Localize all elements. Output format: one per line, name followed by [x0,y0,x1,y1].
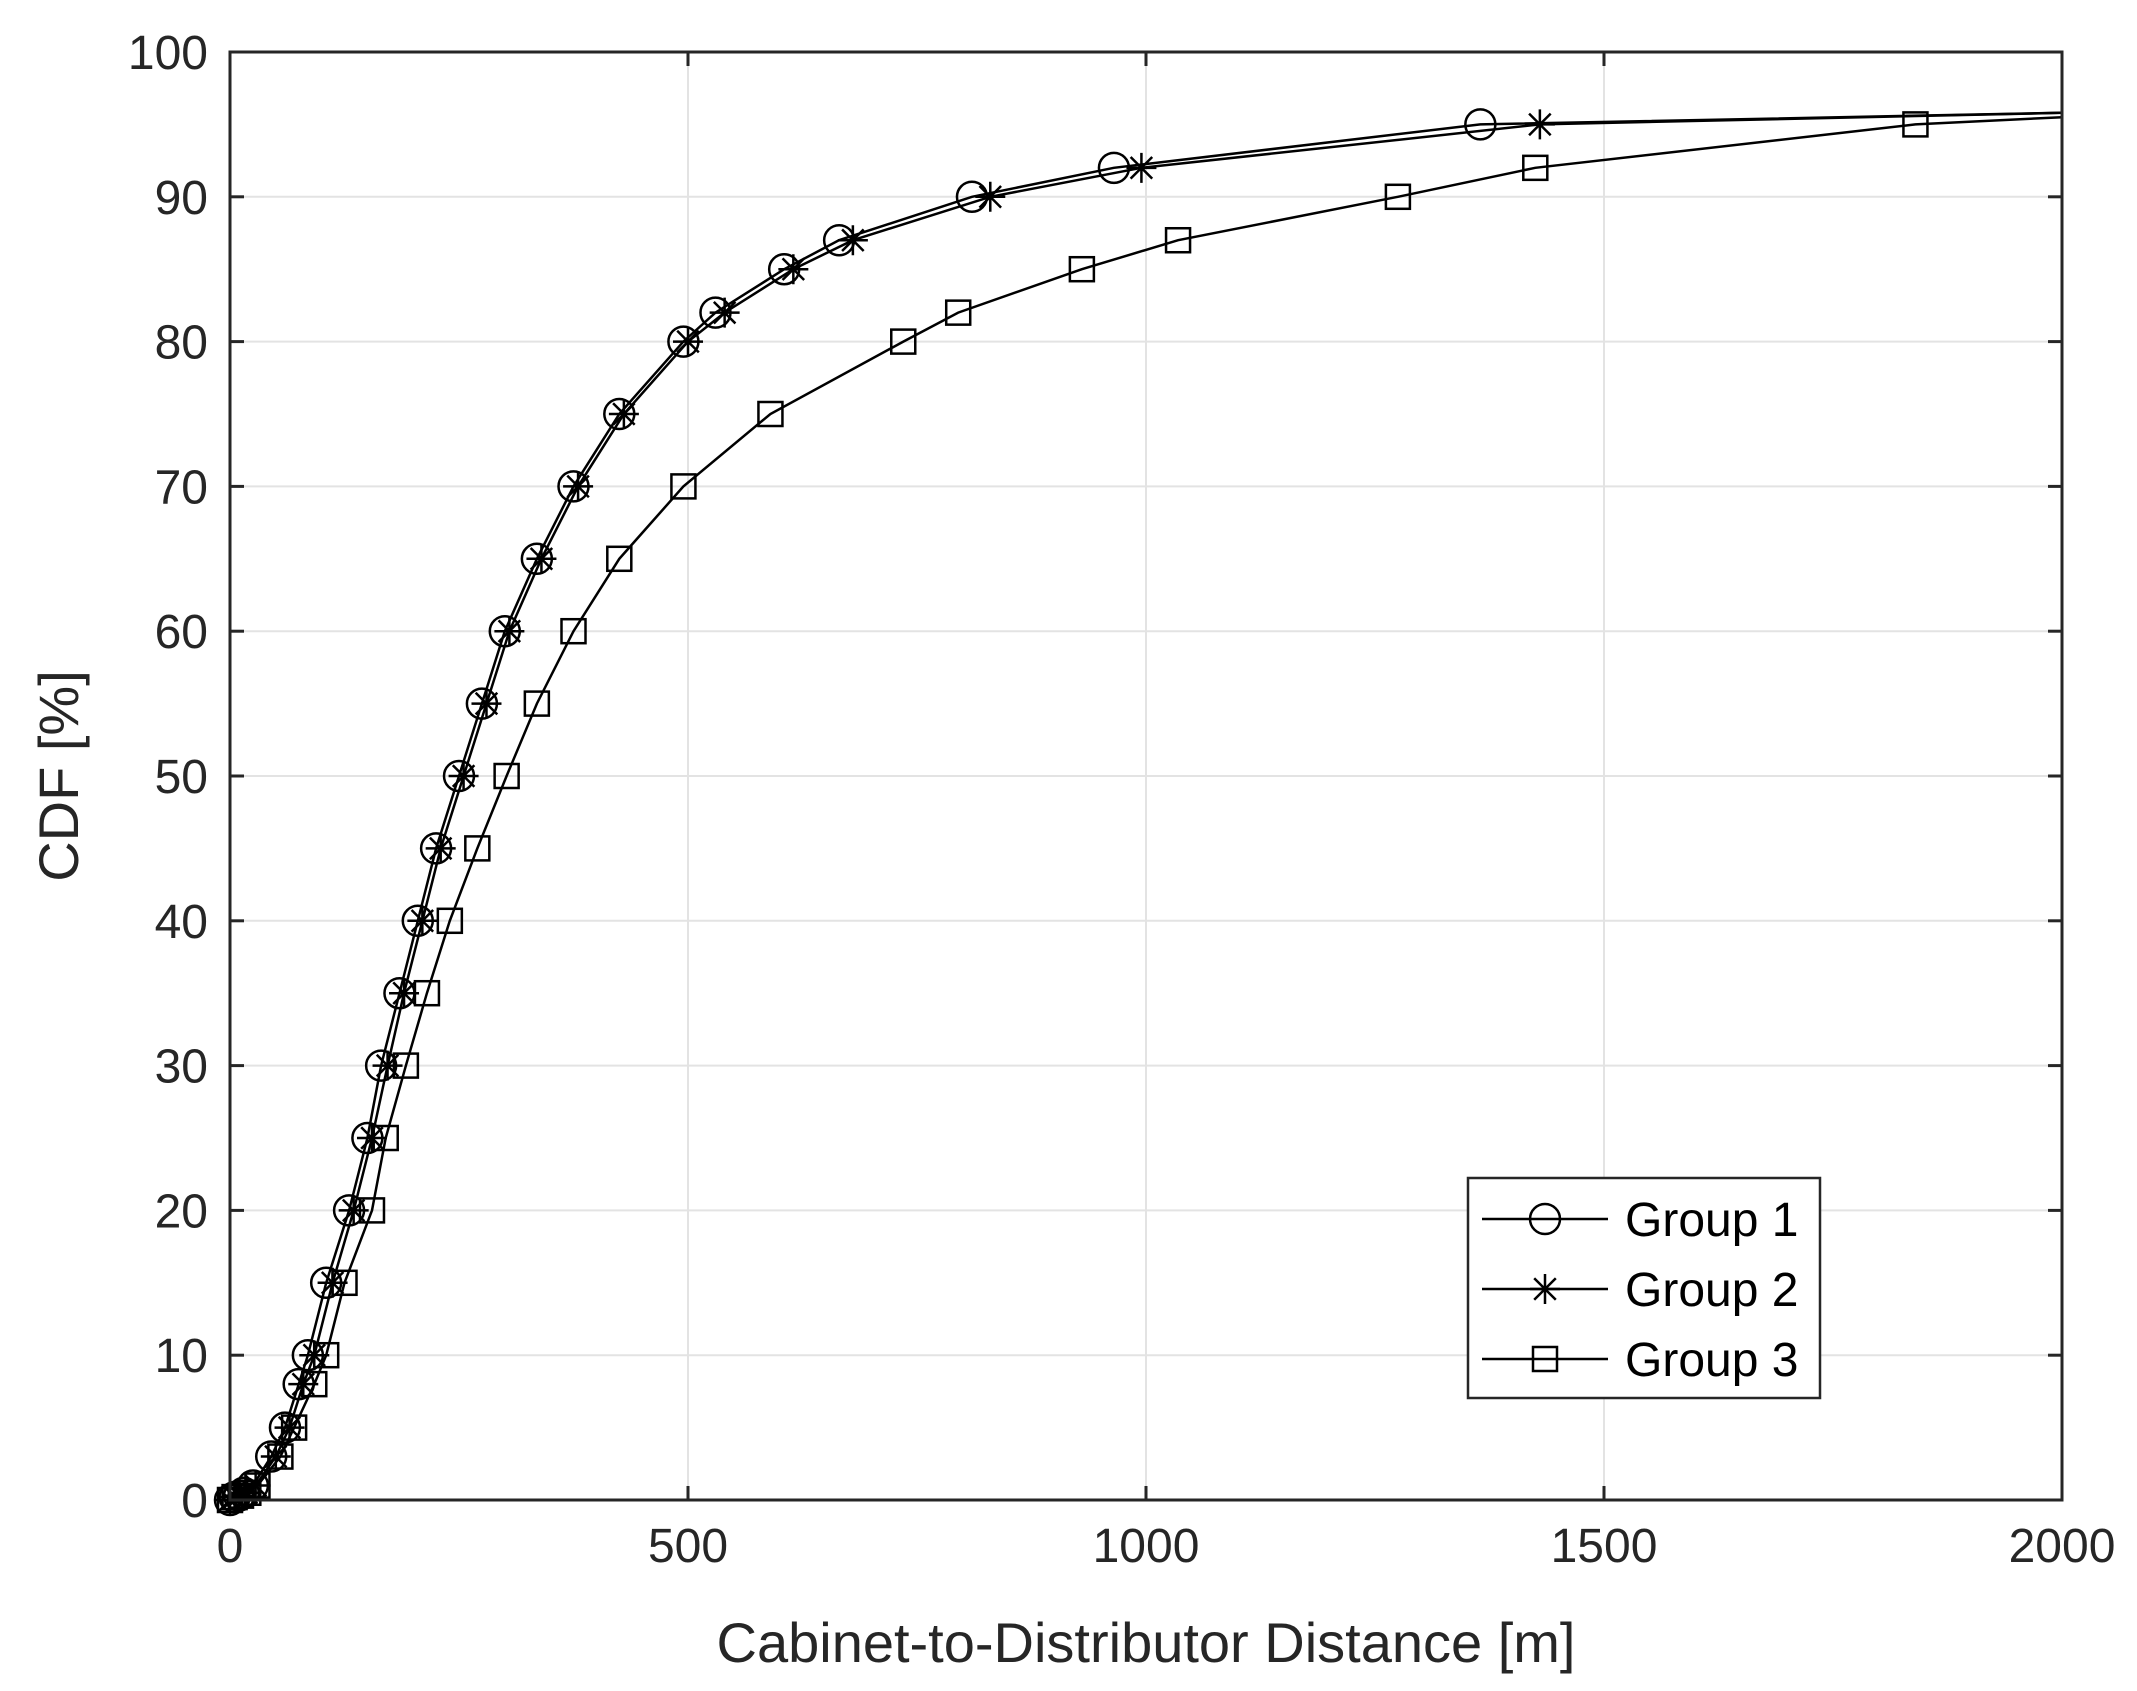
data-point-square [280,1414,308,1441]
legend-label: Group 1 [1625,1194,1798,1247]
data-point-square [235,1479,262,1507]
data-point-square [670,473,697,500]
data-point-asterisk [471,688,502,719]
legend-item: Group 3 [1482,1334,1798,1387]
data-point-square [757,400,784,428]
x-tick-label: 500 [648,1520,728,1573]
data-point-asterisk [1126,152,1157,183]
y-tick-label: 30 [155,1041,208,1094]
data-point-square [1068,255,1096,283]
data-point-asterisk [673,326,703,357]
series-3 [216,111,2063,1514]
data-point-asterisk [837,225,868,256]
data-point-square [1164,226,1192,254]
data-point-square [312,1341,340,1369]
data-point-square [944,299,972,326]
x-tick-label: 2000 [2009,1520,2116,1573]
data-point-square [560,617,587,645]
data-point-square [464,835,491,862]
legend-item: Group 1 [1482,1194,1798,1247]
data-point-square [1384,183,1412,211]
data-point-square [1902,111,1929,138]
data-point-square [372,1124,399,1152]
data-point-square [413,979,441,1007]
legend-marker-asterisk [1530,1274,1560,1304]
data-point-asterisk [526,543,557,574]
data-point-asterisk [608,399,639,429]
data-point-asterisk [338,1195,369,1226]
data-point-square [331,1269,358,1297]
data-point-asterisk [389,978,420,1009]
y-tick-label: 10 [155,1330,208,1383]
series-group [213,108,2063,1517]
data-point-asterisk [778,254,809,285]
y-tick-label: 80 [155,317,208,370]
data-point-asterisk [1524,109,1555,140]
series-line [229,115,2063,1502]
axis-ticks: 0 500 1000 1500 2000 0 10 20 30 40 50 60 70 80 90 100 [128,27,2115,1573]
legend-marker-circle [1528,1202,1562,1236]
legend: Group 1 Group 2 Group 3 [1466,1176,1822,1400]
grid [230,52,2062,1500]
y-tick-label: 0 [181,1475,208,1528]
data-point-asterisk [563,471,594,502]
y-axis-label: CDF [%] [27,670,90,882]
data-point-square [301,1370,328,1398]
data-point-square [267,1443,294,1470]
legend-label: Group 2 [1625,1264,1798,1317]
y-tick-label: 60 [155,606,208,659]
data-point-asterisk [260,1441,291,1472]
y-tick-label: 70 [155,461,208,514]
data-point-square [392,1052,420,1079]
y-tick-label: 20 [155,1185,208,1238]
x-axis-label: Cabinet-to-Distributor Distance [m] [717,1611,1576,1674]
data-point-asterisk [975,181,1006,212]
data-point-square [523,690,551,717]
data-point-asterisk [709,297,740,328]
data-point-asterisk [407,905,438,936]
x-tick-label: 1000 [1093,1520,1200,1573]
data-point-asterisk [356,1123,387,1153]
data-point-asterisk [274,1412,305,1443]
data-point-circle [1464,108,1497,141]
data-point-asterisk [372,1050,403,1081]
y-tick-label: 50 [155,751,208,804]
data-point-square [890,328,917,355]
y-tick-label: 90 [155,172,208,225]
series-2 [215,109,2063,1515]
data-point-square [493,762,520,790]
data-point-square [358,1197,386,1224]
data-point-square [244,1472,271,1499]
data-point-square [606,545,633,573]
y-tick-label: 40 [155,896,208,949]
data-point-asterisk [494,616,525,647]
legend-label: Group 3 [1625,1334,1798,1387]
data-point-square [1522,154,1549,182]
data-point-square [436,907,464,935]
x-tick-label: 0 [217,1520,244,1573]
y-tick-label: 100 [128,27,208,80]
x-tick-label: 1500 [1551,1520,1658,1573]
data-point-asterisk [425,833,456,864]
legend-item: Group 2 [1482,1264,1798,1317]
data-point-asterisk [448,761,479,791]
legend-marker-square [1531,1345,1559,1373]
